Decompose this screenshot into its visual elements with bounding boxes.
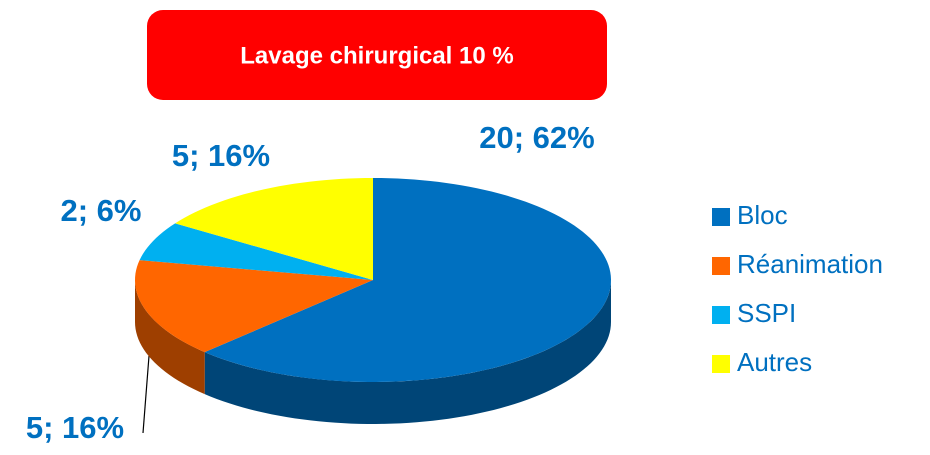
pie-slice-side [204, 280, 611, 424]
legend-label: Réanimation [737, 249, 883, 279]
data-label: 5; 16% [26, 410, 124, 445]
pie-slice-side [135, 280, 205, 395]
pie-slice [175, 178, 373, 280]
leader-line [142, 355, 150, 434]
legend-swatch [712, 208, 730, 226]
pie-slice [135, 260, 373, 353]
pie-slice [139, 223, 373, 280]
legend-label: SSPI [737, 298, 796, 328]
title-box [147, 10, 607, 100]
legend-label: Autres [737, 347, 812, 377]
legend-label: Bloc [737, 200, 788, 230]
data-label: 20; 62% [479, 120, 594, 155]
legend-swatch [712, 257, 730, 275]
pie-slice [204, 178, 611, 382]
chart-title: Lavage chirurgical 10 % [240, 42, 513, 69]
data-label: 2; 6% [61, 193, 142, 228]
data-label: 5; 16% [172, 138, 270, 173]
legend-swatch [712, 306, 730, 324]
legend-swatch [712, 355, 730, 373]
